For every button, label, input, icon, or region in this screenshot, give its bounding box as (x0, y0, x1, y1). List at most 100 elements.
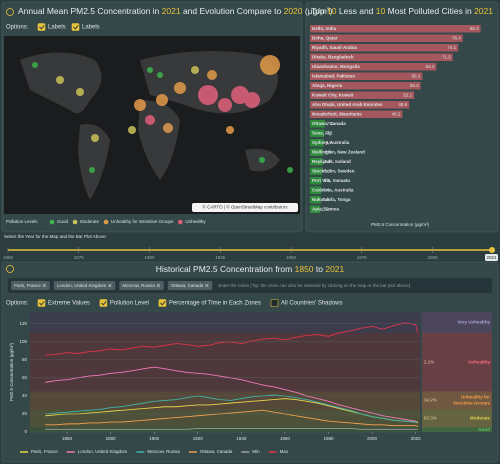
bubble[interactable] (226, 126, 234, 134)
map[interactable] (4, 36, 300, 214)
y-tick-label: 0 (24, 429, 27, 434)
bar[interactable] (310, 129, 325, 138)
y-tick-label: 120 (19, 321, 27, 326)
bar[interactable] (310, 101, 410, 109)
bar[interactable] (310, 158, 323, 166)
title-part: 2021 (474, 6, 493, 16)
bar[interactable] (310, 44, 459, 52)
x-axis-label: PM2.5 Concentration (μg/m³) (371, 222, 430, 227)
info-icon[interactable] (6, 265, 14, 273)
bubble[interactable] (32, 62, 38, 68)
bar[interactable] (310, 25, 481, 33)
bar[interactable] (310, 177, 322, 185)
option-label: All Countries' Shadows (281, 301, 343, 307)
series-line (45, 394, 418, 423)
bar[interactable] (310, 186, 322, 195)
bubble[interactable] (191, 66, 199, 74)
legend-marker (178, 219, 183, 225)
bar[interactable] (310, 63, 437, 71)
y-axis-label: PM2.5 Concentration (μg/m³) (9, 342, 14, 401)
title-part: 1850 (295, 264, 314, 274)
city-tag[interactable]: Paris, France (11, 281, 50, 290)
bar-category-label: Stockholm, Sweden (312, 168, 355, 173)
attribution: © CARTO | © OpenStreetMap contributors (203, 204, 289, 210)
bar-value-label: 6.1 (324, 168, 331, 173)
y-tick-label: 100 (19, 339, 27, 344)
slider-tick-label: 1900 (145, 255, 156, 260)
bar[interactable] (310, 53, 453, 62)
zone-share-layer (422, 312, 492, 432)
bar-category-label: Nuku'alofa, Tonga (312, 197, 351, 202)
city-tag-box (119, 281, 164, 290)
title-part: 2020 (284, 6, 303, 16)
bubble[interactable] (244, 92, 260, 108)
bar[interactable] (310, 139, 324, 147)
bubble[interactable] (156, 94, 168, 106)
bar[interactable] (310, 148, 323, 157)
bubble[interactable] (56, 76, 64, 84)
bar[interactable] (310, 196, 321, 204)
city-tag[interactable]: Moscow, Russia (119, 281, 164, 290)
city-tag-label: Ottawa, Canada (171, 283, 204, 288)
bubble[interactable] (89, 167, 95, 173)
title-part: Less and (337, 6, 376, 16)
bar-category-label: Kuwait City, Kuwait (312, 92, 354, 97)
city-tag[interactable]: London, United Kingdom (53, 281, 116, 290)
slider-tick-label: 1950 (286, 255, 297, 260)
bubble[interactable] (260, 55, 280, 75)
bar-value-label: 85.3 (470, 26, 479, 31)
bar-value-label: 55.3 (410, 83, 419, 88)
bubble[interactable] (157, 72, 163, 78)
zone-label: Very Unhealthy (457, 320, 490, 325)
bubble[interactable] (198, 85, 218, 105)
bubble[interactable] (174, 82, 186, 94)
city-tag-box (53, 281, 116, 290)
slider-tick-label: 2000 (428, 255, 439, 260)
title-part: Most Polluted Cities in (385, 6, 474, 16)
bubble[interactable] (163, 123, 173, 133)
info-icon[interactable] (6, 8, 14, 16)
bar-category-label: Suva, Fiji (312, 130, 332, 135)
bar-category-label: Apia, Samoa (312, 206, 340, 211)
bubble[interactable] (207, 70, 217, 80)
slider-handle[interactable] (489, 247, 495, 253)
land (78, 124, 110, 200)
bar[interactable] (310, 110, 403, 119)
bubble[interactable] (76, 88, 84, 96)
bar[interactable] (310, 120, 325, 128)
checkbox[interactable] (37, 23, 46, 31)
slider-value: 2021 (486, 255, 497, 260)
remove-icon (205, 283, 209, 288)
bar[interactable] (310, 205, 321, 214)
bar-value-label: 74.1 (447, 45, 456, 50)
remove-icon (156, 283, 161, 288)
x-tick-label: 1980 (323, 436, 334, 441)
bar[interactable] (310, 72, 423, 81)
bar-category-label: Abu Dhabi, United Arab Emirates (312, 102, 383, 107)
city-tag[interactable]: Ottawa, Canada (167, 281, 213, 290)
bubble[interactable] (134, 99, 146, 111)
bubble[interactable] (287, 167, 293, 173)
bar[interactable] (310, 167, 323, 176)
bubble[interactable] (128, 126, 136, 134)
bar[interactable] (310, 91, 415, 100)
bubble[interactable] (218, 98, 232, 112)
bar-value-label: 7.1 (326, 130, 333, 135)
bubble[interactable] (259, 157, 265, 163)
checkbox[interactable] (37, 299, 46, 307)
bubble[interactable] (145, 115, 155, 125)
bar[interactable] (310, 34, 463, 43)
checkbox[interactable] (270, 299, 279, 307)
zone-band (30, 409, 420, 428)
slider-tick-label: 1875 (74, 255, 85, 260)
bar[interactable] (310, 82, 421, 90)
bubble[interactable] (91, 134, 99, 142)
remove-icon (108, 283, 112, 288)
bar-value-label: 63.2 (426, 64, 435, 69)
legend-label: Ottawa, Canada (200, 449, 233, 454)
checkbox[interactable] (71, 23, 80, 31)
checkbox[interactable] (158, 299, 167, 307)
checkbox[interactable] (99, 299, 108, 307)
bubble[interactable] (147, 67, 153, 73)
option-label: Pollution Level (110, 301, 149, 307)
